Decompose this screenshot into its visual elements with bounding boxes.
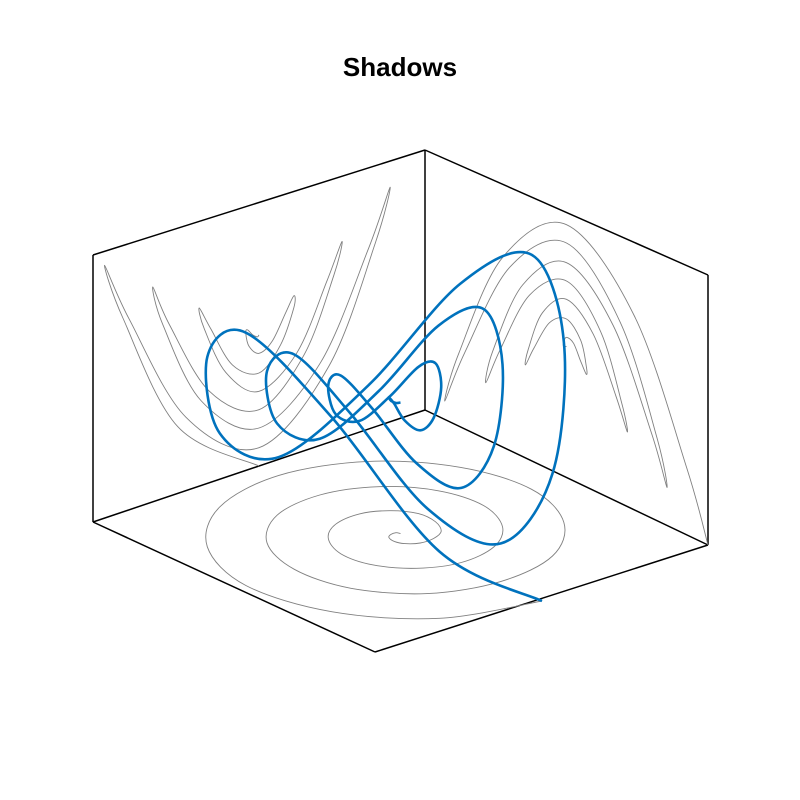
box-edge [424,149,709,276]
wall-shadow [444,221,709,546]
curve [204,250,567,603]
box-edge [374,544,709,653]
box-edge [424,409,709,546]
wall-shadow [104,186,391,467]
floor-shadow [205,460,566,620]
chart-title: Shadows [343,52,457,82]
box-edge [92,521,376,653]
box-edge [92,149,426,256]
box [92,149,709,653]
